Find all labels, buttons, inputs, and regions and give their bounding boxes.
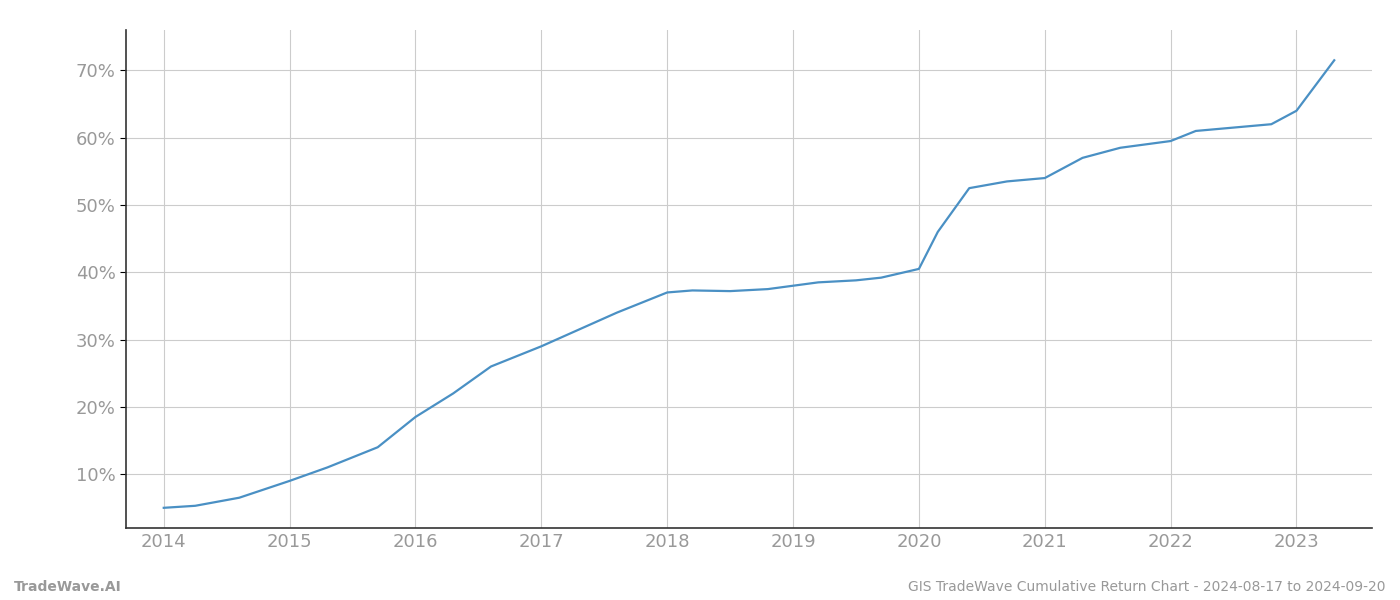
Text: TradeWave.AI: TradeWave.AI [14, 580, 122, 594]
Text: GIS TradeWave Cumulative Return Chart - 2024-08-17 to 2024-09-20: GIS TradeWave Cumulative Return Chart - … [909, 580, 1386, 594]
